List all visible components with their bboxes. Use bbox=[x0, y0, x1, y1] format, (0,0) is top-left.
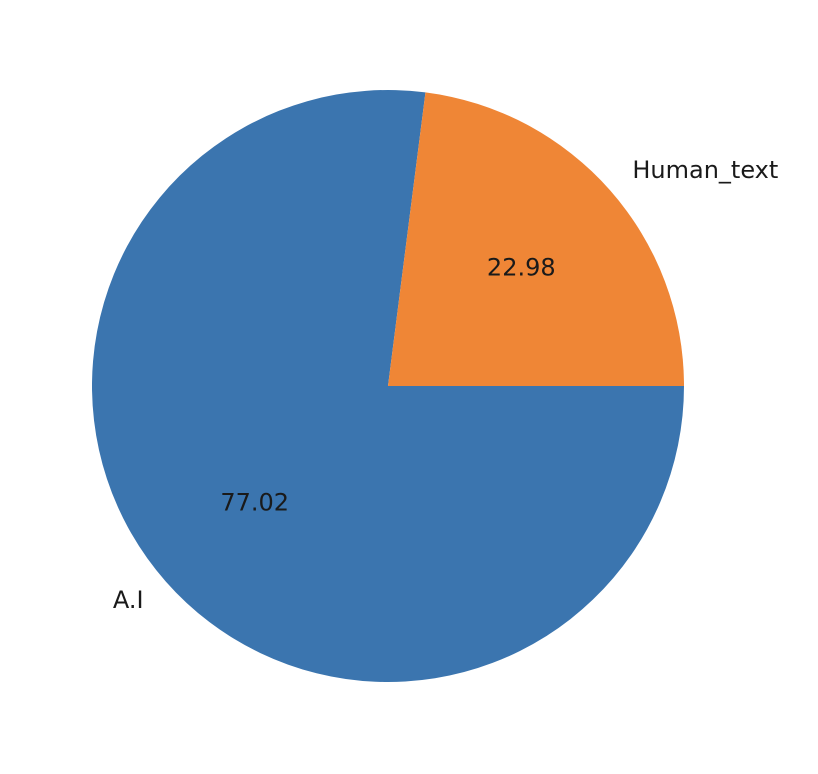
pie-slice-0 bbox=[91, 90, 684, 683]
pie-slices bbox=[91, 90, 684, 683]
slice-pct-label-0: 77.02 bbox=[220, 488, 289, 516]
slice-label-0: A.I bbox=[113, 586, 144, 614]
pie-labels: A.I 77.02 Human_text 22.98 bbox=[113, 156, 778, 614]
pie-slice-1 bbox=[388, 92, 684, 387]
slice-label-1: Human_text bbox=[632, 156, 778, 184]
slice-pct-label-1: 22.98 bbox=[487, 254, 556, 282]
